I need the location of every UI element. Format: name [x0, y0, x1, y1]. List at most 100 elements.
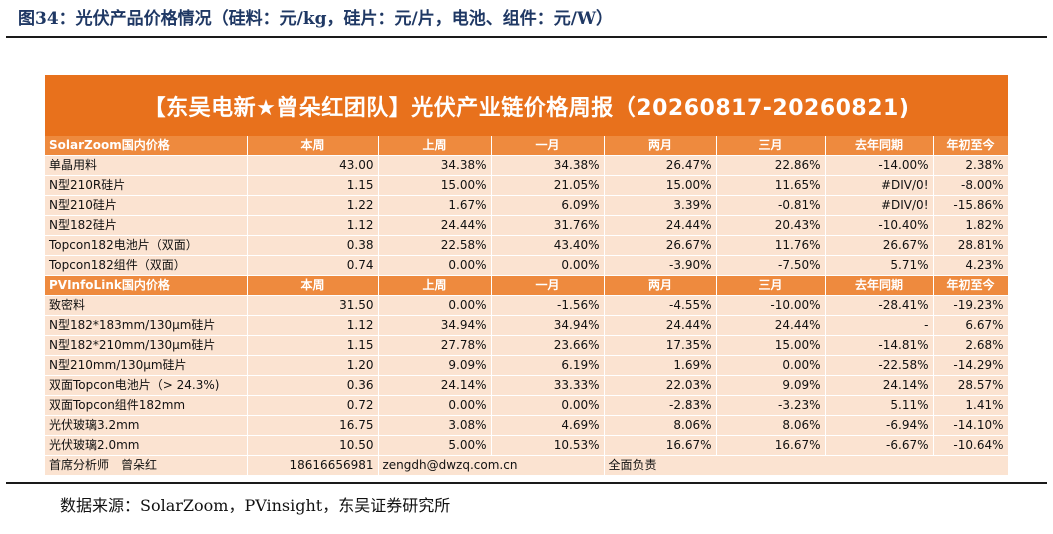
table-cell: 0.74 — [247, 255, 379, 276]
analyst-row: 首席分析师 曾朵红 18616656981 zengdh@dwzq.com.cn 全面… — [45, 455, 1009, 476]
product-label: 双面Topcon组件182mm — [45, 395, 248, 416]
table-cell: 28.57% — [933, 375, 1009, 396]
table-cell: -10.00% — [716, 295, 826, 316]
product-label: 双面Topcon电池片（> 24.3%) — [45, 375, 248, 396]
table-cell: 0.36 — [247, 375, 379, 396]
table-row: 光伏玻璃3.2mm 16.75 3.08% 4.69% 8.06% 8.06% -6.94%… — [45, 415, 1009, 436]
column-header: 一月 — [491, 275, 605, 296]
column-header: 上周 — [378, 275, 492, 296]
column-header: 去年同期 — [825, 136, 934, 156]
table-cell: 24.14% — [378, 375, 492, 396]
table-cell: -3.90% — [604, 255, 717, 276]
product-label: N型182硅片 — [45, 215, 248, 236]
table-cell: 24.44% — [378, 215, 492, 236]
table-cell: 10.53% — [491, 435, 605, 456]
product-label: N型210mm/130μm硅片 — [45, 355, 248, 376]
table-cell: 6.67% — [933, 315, 1009, 336]
table-cell: -3.23% — [716, 395, 826, 416]
table-cell: -14.00% — [825, 155, 934, 176]
table-cell: 24.44% — [604, 315, 717, 336]
table-cell: 23.66% — [491, 335, 605, 356]
table-cell: -15.86% — [933, 195, 1009, 216]
table-cell: 28.81% — [933, 235, 1009, 256]
table-row: Topcon182组件（双面） 0.74 0.00% 0.00% -3.90% -7.50… — [45, 255, 1009, 276]
price-table: SolarZoom国内价格 本周 上周 一月 两月 三月 去年同期 年初至今 单晶用料 43.00… — [45, 136, 1009, 476]
table-cell: -28.41% — [825, 295, 934, 316]
column-header: 三月 — [716, 275, 826, 296]
table-cell: -14.29% — [933, 355, 1009, 376]
table-cell: -1.56% — [491, 295, 605, 316]
table-cell: 1.20 — [247, 355, 379, 376]
table-cell: -0.81% — [716, 195, 826, 216]
table-cell: 22.03% — [604, 375, 717, 396]
table-cell: 31.50 — [247, 295, 379, 316]
table-cell: -8.00% — [933, 175, 1009, 196]
table-row: N型210硅片 1.22 1.67% 6.09% 3.39% -0.81% #DIV/0! -… — [45, 195, 1009, 216]
table-cell: -10.64% — [933, 435, 1009, 456]
table-cell: -4.55% — [604, 295, 717, 316]
column-header: 两月 — [604, 275, 717, 296]
product-label: N型182*210mm/130μm硅片 — [45, 335, 248, 356]
table-cell: 6.19% — [491, 355, 605, 376]
column-header: 本周 — [247, 275, 379, 296]
responsibility-note: 全面负责 — [604, 455, 1009, 476]
table-cell: -19.23% — [933, 295, 1009, 316]
table-cell: 6.09% — [491, 195, 605, 216]
table-cell: 11.65% — [716, 175, 826, 196]
table-cell: 0.38 — [247, 235, 379, 256]
table-cell: 0.00% — [378, 395, 492, 416]
column-header: 年初至今 — [933, 275, 1009, 296]
table-cell: 24.44% — [604, 215, 717, 236]
product-label: 光伏玻璃3.2mm — [45, 415, 248, 436]
table-cell: 1.82% — [933, 215, 1009, 236]
table-cell: 17.35% — [604, 335, 717, 356]
table-cell: 26.67% — [825, 235, 934, 256]
column-header: 年初至今 — [933, 136, 1009, 156]
table-cell: 34.94% — [491, 315, 605, 336]
table-cell: 9.09% — [378, 355, 492, 376]
table-cell: 34.94% — [378, 315, 492, 336]
table-row: Topcon182电池片（双面） 0.38 22.58% 43.40% 26.67% 11… — [45, 235, 1009, 256]
table-row: N型182硅片 1.12 24.44% 31.76% 24.44% 20.43% -10.4… — [45, 215, 1009, 236]
table-cell: 10.50 — [247, 435, 379, 456]
table-cell: 20.43% — [716, 215, 826, 236]
table-cell: 15.00% — [378, 175, 492, 196]
column-header: 三月 — [716, 136, 826, 156]
analyst-name: 首席分析师 曾朵红 — [45, 455, 248, 476]
product-label: 致密料 — [45, 295, 248, 316]
table-row: 双面Topcon组件182mm 0.72 0.00% 0.00% -2.83% -3.23… — [45, 395, 1009, 416]
table-cell: 33.33% — [491, 375, 605, 396]
product-label: 单晶用料 — [45, 155, 248, 176]
table-cell: 1.15 — [247, 175, 379, 196]
section-header-row: PVInfoLink国内价格 本周 上周 一月 两月 三月 去年同期 年初至今 — [45, 275, 1009, 296]
column-header: 上周 — [378, 136, 492, 156]
table-cell: 15.00% — [604, 175, 717, 196]
table-cell: - — [825, 315, 934, 336]
product-label: Topcon182组件（双面） — [45, 255, 248, 276]
product-label: Topcon182电池片（双面） — [45, 235, 248, 256]
table-cell: -10.40% — [825, 215, 934, 236]
table-cell: 4.69% — [491, 415, 605, 436]
table-cell: 3.08% — [378, 415, 492, 436]
table-cell: 4.23% — [933, 255, 1009, 276]
table-cell: 34.38% — [378, 155, 492, 176]
table-cell: 1.12 — [247, 215, 379, 236]
table-row: 光伏玻璃2.0mm 10.50 5.00% 10.53% 16.67% 16.67% -6.… — [45, 435, 1009, 456]
table-row: N型210mm/130μm硅片 1.20 9.09% 6.19% 1.69% 0.00% -… — [45, 355, 1009, 376]
table-cell: 1.12 — [247, 315, 379, 336]
section-title: PVInfoLink国内价格 — [45, 275, 248, 296]
section-title: SolarZoom国内价格 — [45, 136, 248, 156]
product-label: 光伏玻璃2.0mm — [45, 435, 248, 456]
top-rule — [6, 36, 1047, 38]
table-cell: -7.50% — [716, 255, 826, 276]
table-cell: 2.38% — [933, 155, 1009, 176]
table-cell: -6.67% — [825, 435, 934, 456]
table-cell: 24.44% — [716, 315, 826, 336]
analyst-email: zengdh@dwzq.com.cn — [378, 455, 605, 476]
table-cell: -22.58% — [825, 355, 934, 376]
analyst-phone: 18616656981 — [247, 455, 379, 476]
section-header-row: SolarZoom国内价格 本周 上周 一月 两月 三月 去年同期 年初至今 — [45, 136, 1009, 156]
price-report: 【东吴电新★曾朵红团队】光伏产业链价格周报（20260817-20260821)… — [45, 75, 1009, 476]
table-cell: 27.78% — [378, 335, 492, 356]
bottom-rule — [6, 482, 1047, 484]
